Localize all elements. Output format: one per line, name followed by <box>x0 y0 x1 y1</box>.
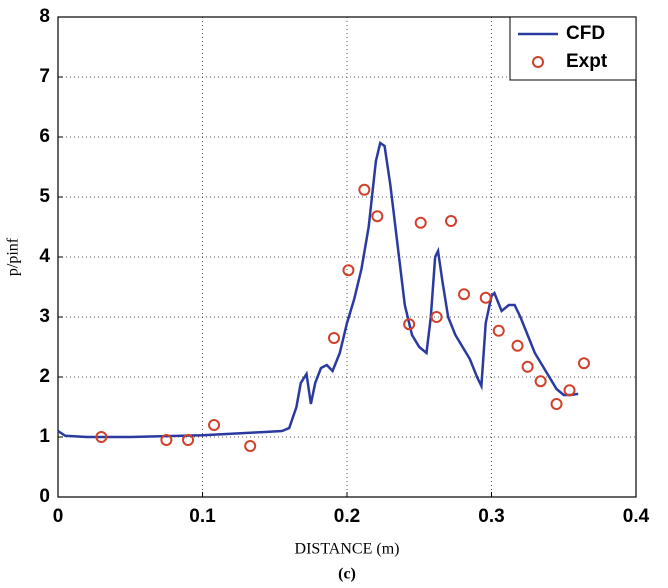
expt-marker <box>534 375 547 388</box>
legend-label: Expt <box>566 51 608 72</box>
y-tick-label: 1 <box>39 426 50 447</box>
y-tick-label: 7 <box>39 66 50 87</box>
y-axis-label: p/pinf <box>5 237 22 276</box>
y-tick-label: 0 <box>39 486 50 507</box>
expt-marker <box>563 384 576 397</box>
x-tick-label: 0.2 <box>334 506 360 527</box>
y-tick-label: 2 <box>39 366 50 387</box>
expt-marker <box>403 318 416 331</box>
expt-marker <box>521 360 534 373</box>
expt-marker <box>445 215 458 227</box>
expt-marker <box>479 291 492 304</box>
expt-marker <box>371 210 384 223</box>
expt-marker <box>208 419 221 431</box>
legend-marker <box>532 56 544 68</box>
expt-marker <box>577 357 590 370</box>
y-tick-label: 4 <box>39 246 50 267</box>
expt-marker <box>182 434 195 446</box>
y-tick-label: 3 <box>39 306 50 327</box>
caption: (c) <box>338 566 356 583</box>
expt-marker <box>430 311 443 323</box>
legend-box <box>509 16 637 81</box>
plot-frame <box>57 16 637 498</box>
x-tick-label: 0.4 <box>623 506 650 527</box>
y-tick-label: 8 <box>39 6 50 27</box>
expt-marker <box>492 324 505 337</box>
expt-marker <box>160 434 173 446</box>
cfd-line <box>57 140 579 439</box>
expt-marker <box>327 332 340 344</box>
expt-marker <box>511 339 524 352</box>
expt-marker <box>550 398 563 410</box>
x-tick-label: 0.3 <box>478 506 504 527</box>
x-axis-label: DISTANCE (m) <box>295 541 400 558</box>
expt-marker <box>458 288 471 301</box>
expt-marker <box>95 431 108 443</box>
x-tick-label: 0.1 <box>189 506 216 527</box>
expt-marker <box>244 440 257 452</box>
y-tick-label: 5 <box>39 186 50 207</box>
y-tick-label: 6 <box>39 126 50 147</box>
expt-marker <box>342 264 355 277</box>
x-tick-label: 0 <box>53 506 64 527</box>
legend-label: CFD <box>566 23 605 44</box>
expt-marker <box>358 183 371 196</box>
expt-marker <box>414 216 427 229</box>
